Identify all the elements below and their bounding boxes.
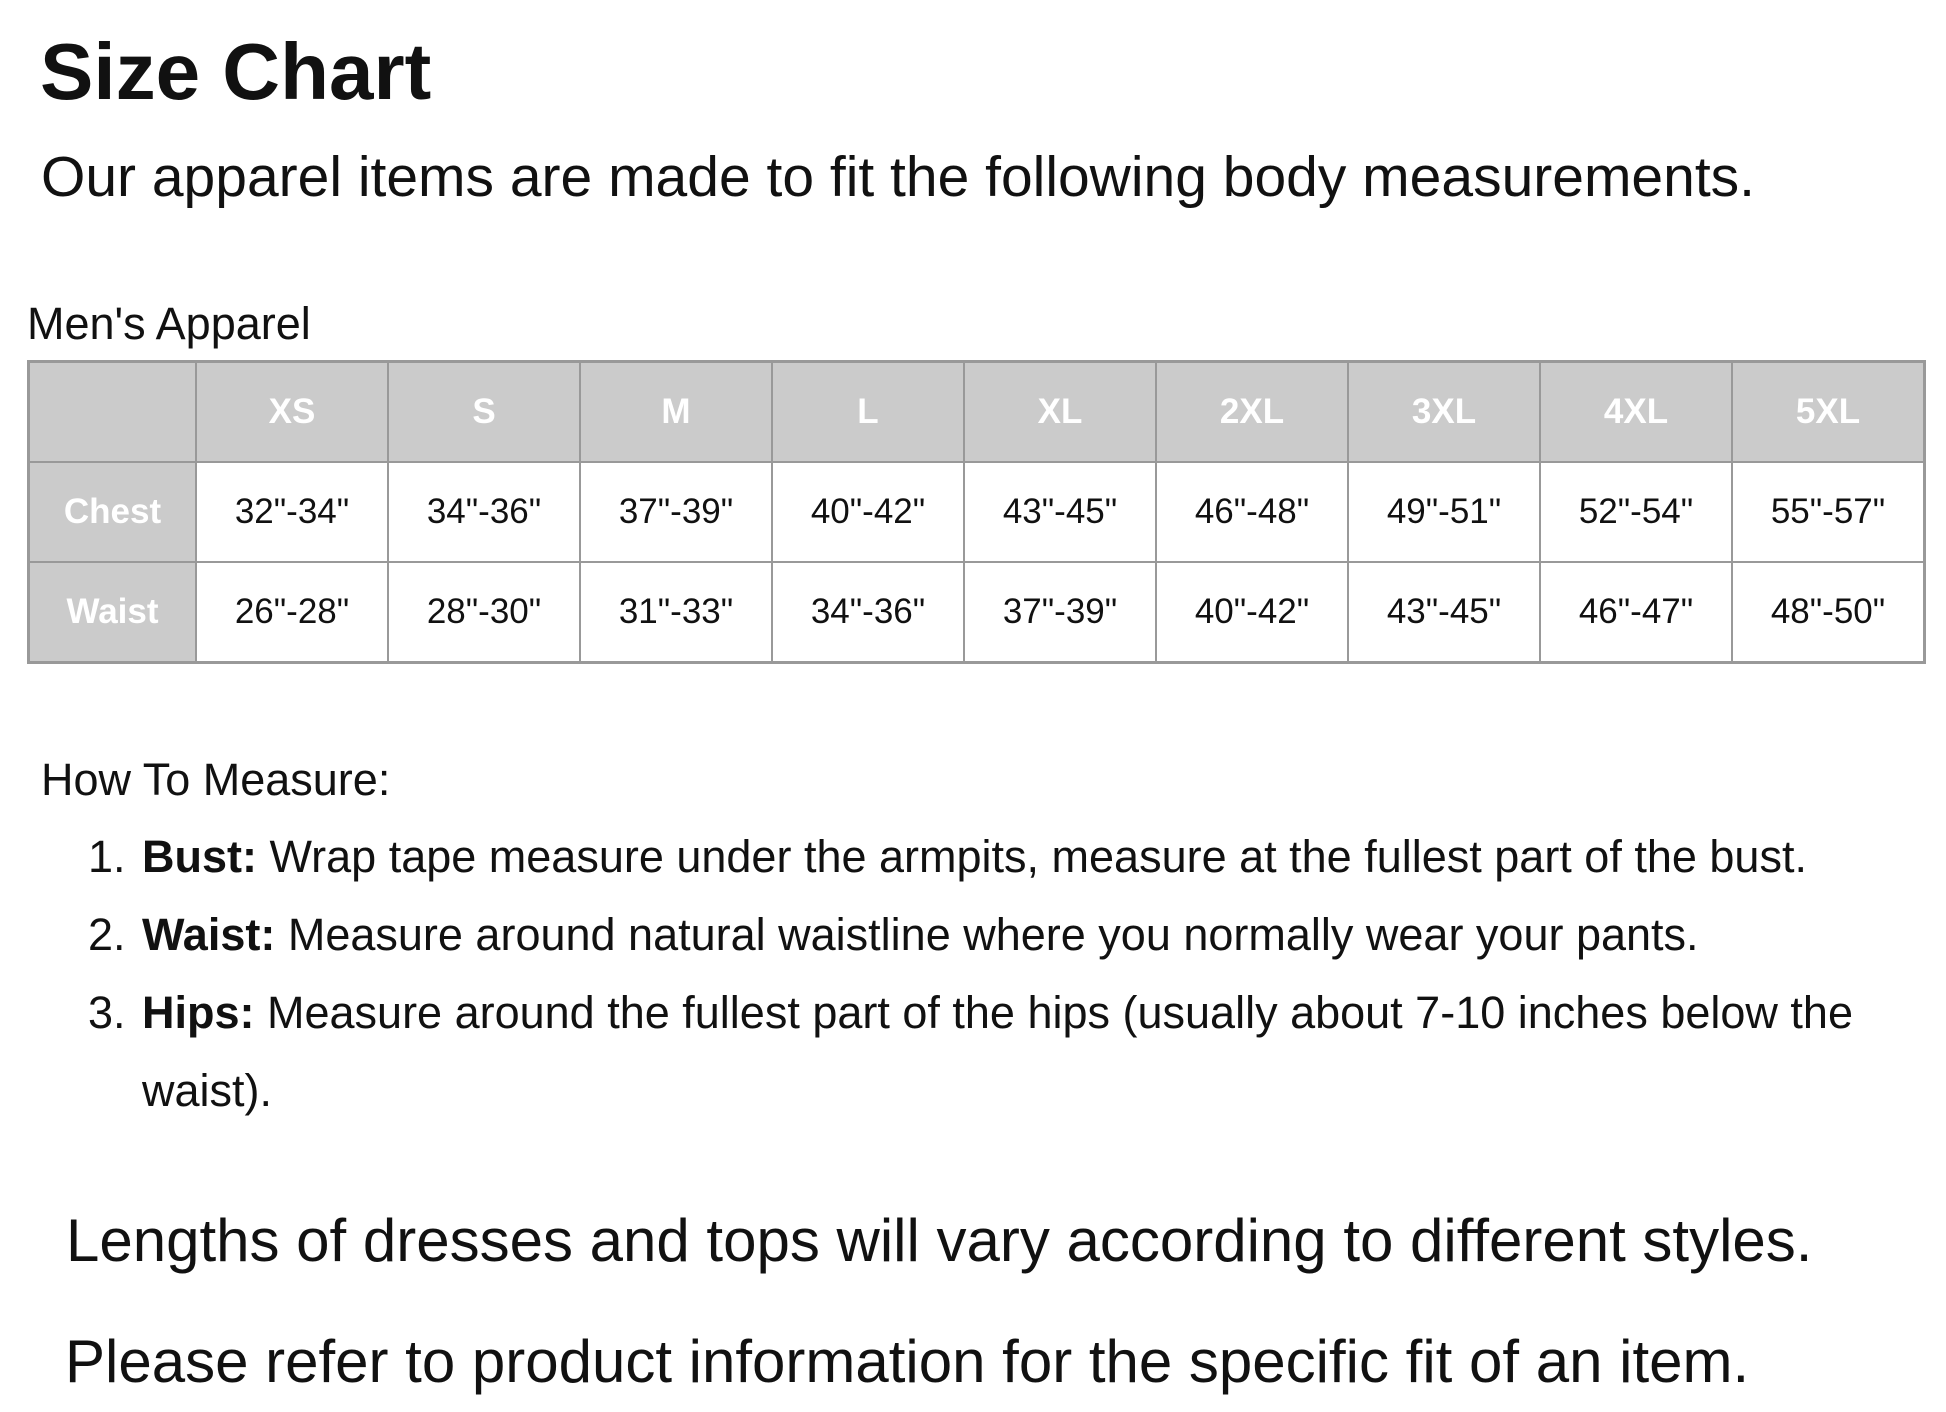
row-label: Chest xyxy=(27,461,197,563)
section-heading: Men's Apparel xyxy=(27,298,311,349)
list-item: 1. Bust: Wrap tape measure under the armp… xyxy=(0,818,1902,896)
table-cell: 46"-47" xyxy=(1539,561,1733,664)
size-header: 5XL xyxy=(1731,360,1926,463)
note-lengths: Lengths of dresses and tops will vary ac… xyxy=(66,1207,1813,1274)
item-text: Measure around natural waistline where y… xyxy=(275,909,1699,960)
table-cell: 37"-39" xyxy=(963,561,1157,664)
item-term: Bust: xyxy=(142,831,257,882)
size-header: 2XL xyxy=(1155,360,1349,463)
how-to-heading: How To Measure: xyxy=(41,754,391,805)
table-cell: 43"-45" xyxy=(963,461,1157,563)
subtitle: Our apparel items are made to fit the fo… xyxy=(41,145,1756,209)
table-cell: 40"-42" xyxy=(1155,561,1349,664)
size-header: M xyxy=(579,360,773,463)
table-cell: 32"-34" xyxy=(195,461,389,563)
size-header: XS xyxy=(195,360,389,463)
table-cell: 43"-45" xyxy=(1347,561,1541,664)
table-row: Waist 26"-28" 28"-30" 31"-33" 34"-36" 37… xyxy=(27,561,1926,664)
table-cell: 34"-36" xyxy=(387,461,581,563)
table-cell: 49"-51" xyxy=(1347,461,1541,563)
table-cell: 37"-39" xyxy=(579,461,773,563)
item-text: Measure around the fullest part of the h… xyxy=(142,987,1853,1116)
size-header: 3XL xyxy=(1347,360,1541,463)
size-header: S xyxy=(387,360,581,463)
page-title: Size Chart xyxy=(40,27,432,116)
table-cell: 34"-36" xyxy=(771,561,965,664)
table-row: Chest 32"-34" 34"-36" 37"-39" 40"-42" 43… xyxy=(27,461,1926,563)
table-cell: 48"-50" xyxy=(1731,561,1926,664)
size-header: XL xyxy=(963,360,1157,463)
note-product-info: Please refer to product information for … xyxy=(65,1328,1750,1395)
row-label: Waist xyxy=(27,561,197,664)
corner-cell xyxy=(27,360,197,463)
table-cell: 55"-57" xyxy=(1731,461,1926,563)
item-term: Waist: xyxy=(142,909,276,960)
table-cell: 31"-33" xyxy=(579,561,773,664)
size-header: 4XL xyxy=(1539,360,1733,463)
list-item: 3. Hips: Measure around the fullest part … xyxy=(0,974,1902,1130)
header-row: XS S M L XL 2XL 3XL 4XL 5XL xyxy=(27,360,1926,463)
item-number: 2. xyxy=(88,909,126,960)
size-header: L xyxy=(771,360,965,463)
item-text: Wrap tape measure under the armpits, mea… xyxy=(256,831,1807,882)
measure-list: 1. Bust: Wrap tape measure under the armp… xyxy=(0,818,1902,1130)
table-cell: 26"-28" xyxy=(195,561,389,664)
item-number: 3. xyxy=(88,987,126,1038)
item-term: Hips: xyxy=(142,987,255,1038)
table-cell: 28"-30" xyxy=(387,561,581,664)
size-table: XS S M L XL 2XL 3XL 4XL 5XL Chest 32"-34… xyxy=(27,360,1926,664)
table-cell: 40"-42" xyxy=(771,461,965,563)
list-item: 2. Waist: Measure around natural waistlin… xyxy=(0,896,1902,974)
item-number: 1. xyxy=(88,831,126,882)
table-cell: 46"-48" xyxy=(1155,461,1349,563)
table-cell: 52"-54" xyxy=(1539,461,1733,563)
